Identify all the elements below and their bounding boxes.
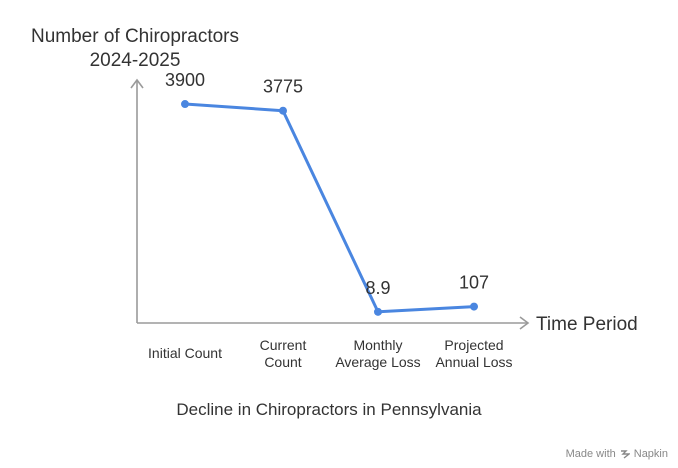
data-label: 3900 bbox=[165, 70, 205, 90]
data-label: 3775 bbox=[263, 77, 303, 97]
axes bbox=[130, 78, 530, 330]
data-point bbox=[470, 302, 478, 311]
y-axis-arrow-icon bbox=[130, 78, 144, 89]
data-point bbox=[279, 106, 287, 115]
x-tick-label: Projected Annual Loss bbox=[435, 337, 512, 370]
y-axis-title-line: 2024-2025 bbox=[90, 50, 181, 71]
napkin-brand-text: Napkin bbox=[633, 448, 668, 460]
series-line bbox=[181, 100, 478, 316]
x-tick-labels: Initial Count Current Count Monthly Average … bbox=[148, 337, 513, 370]
x-axis-arrow-icon bbox=[519, 316, 530, 330]
data-label: 107 bbox=[459, 273, 489, 293]
x-axis-title: Time Period bbox=[536, 314, 638, 335]
napkin-logo-icon bbox=[620, 450, 630, 459]
y-axis-title: Number of Chiropractors 2024-2025 bbox=[31, 26, 239, 71]
data-point bbox=[374, 307, 382, 316]
y-axis-title-line: Number of Chiropractors bbox=[31, 26, 239, 47]
made-with-credit[interactable]: Made with Napkin bbox=[566, 448, 668, 460]
x-tick-label: Initial Count bbox=[148, 345, 222, 361]
series-path bbox=[184, 102, 475, 314]
made-with-text: Made with bbox=[565, 448, 616, 460]
data-label: 8.9 bbox=[365, 278, 390, 298]
data-labels: 3900 3775 8.9 107 bbox=[165, 70, 489, 298]
x-tick-label: Current Count bbox=[260, 337, 307, 370]
data-point bbox=[181, 100, 189, 109]
chart-caption: Decline in Chiropractors in Pennsylvania bbox=[176, 400, 482, 419]
x-tick-label: Monthly Average Loss bbox=[335, 337, 420, 370]
